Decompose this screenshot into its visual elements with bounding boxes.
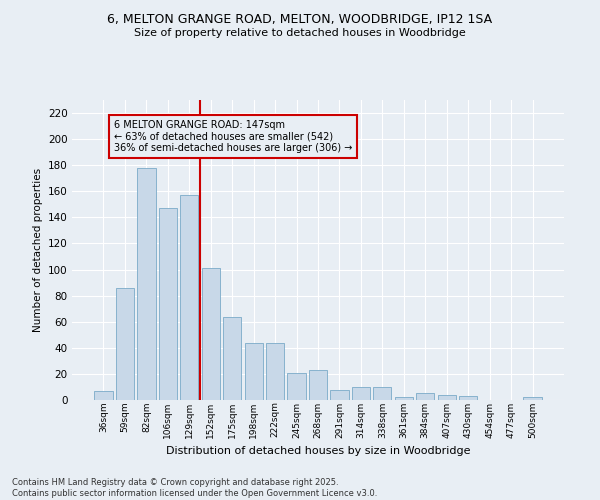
Bar xyxy=(416,394,434,400)
Bar xyxy=(523,398,542,400)
Bar xyxy=(309,370,327,400)
Text: Contains HM Land Registry data © Crown copyright and database right 2025.
Contai: Contains HM Land Registry data © Crown c… xyxy=(12,478,377,498)
Text: Size of property relative to detached houses in Woodbridge: Size of property relative to detached ho… xyxy=(134,28,466,38)
Y-axis label: Number of detached properties: Number of detached properties xyxy=(32,168,43,332)
Bar xyxy=(116,288,134,400)
Bar xyxy=(159,208,177,400)
Bar xyxy=(395,398,413,400)
Bar xyxy=(437,395,456,400)
Bar xyxy=(266,342,284,400)
Bar xyxy=(331,390,349,400)
Bar xyxy=(245,342,263,400)
X-axis label: Distribution of detached houses by size in Woodbridge: Distribution of detached houses by size … xyxy=(166,446,470,456)
Bar xyxy=(202,268,220,400)
Text: 6, MELTON GRANGE ROAD, MELTON, WOODBRIDGE, IP12 1SA: 6, MELTON GRANGE ROAD, MELTON, WOODBRIDG… xyxy=(107,12,493,26)
Bar xyxy=(137,168,155,400)
Bar xyxy=(459,396,477,400)
Bar xyxy=(180,195,199,400)
Bar xyxy=(223,316,241,400)
Bar xyxy=(373,387,391,400)
Bar xyxy=(352,387,370,400)
Text: 6 MELTON GRANGE ROAD: 147sqm
← 63% of detached houses are smaller (542)
36% of s: 6 MELTON GRANGE ROAD: 147sqm ← 63% of de… xyxy=(114,120,353,153)
Bar xyxy=(287,372,305,400)
Bar xyxy=(94,391,113,400)
